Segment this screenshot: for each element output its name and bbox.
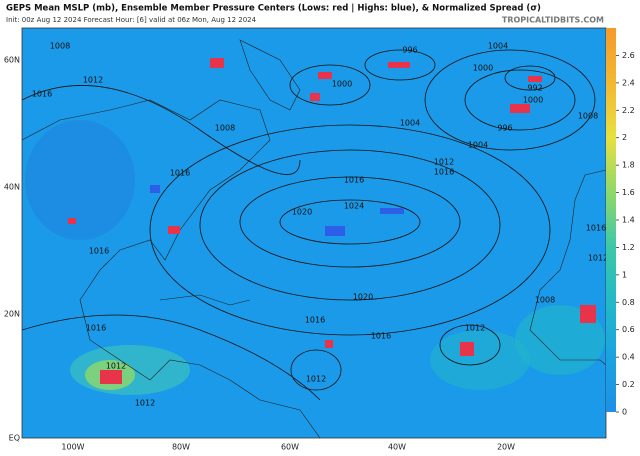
longitude-label: 80W: [172, 443, 190, 452]
isobar-label: 996: [402, 46, 417, 55]
low-centers: [68, 58, 596, 384]
labels: 1008101610121008996100010041004100099210…: [32, 42, 608, 408]
isobar-label: 1008: [535, 296, 555, 305]
isobar-label: 1016: [434, 168, 454, 177]
isobar-label: 1004: [468, 141, 488, 150]
isobar-label: 1000: [473, 64, 493, 73]
isobar-label: 992: [527, 84, 542, 93]
colorbar-tick-label: 0.4: [622, 353, 635, 362]
isobar-label: 1000: [332, 80, 352, 89]
isobar-label: 1008: [578, 112, 598, 121]
isobar-label: 1020: [353, 293, 373, 302]
isobar-label: 1012: [434, 158, 454, 167]
isobar-label: 1016: [586, 224, 606, 233]
source: TROPICALTIDBITS.COM: [502, 16, 604, 25]
isobar-label: 1016: [371, 332, 391, 341]
high-centers: [150, 185, 404, 236]
map: [22, 28, 606, 438]
isobar-label: 996: [497, 124, 512, 133]
isobar-label: 1012: [465, 324, 485, 333]
coastlines: [22, 39, 606, 438]
colorbar: [606, 28, 616, 412]
isobar-label: 1012: [106, 362, 126, 371]
isobar-label: 1000: [523, 96, 543, 105]
longitude-label: 20W: [497, 443, 515, 452]
colorbar-tick-label: 1.4: [622, 216, 635, 225]
colorbar-tick-label: 0.2: [622, 380, 635, 389]
colorbar-tick-label: 0: [622, 408, 627, 417]
colorbar-tick-label: 2.6: [622, 51, 635, 60]
isobar-label: 1016: [89, 247, 109, 256]
title: GEPS Mean MSLP (mb), Ensemble Member Pre…: [6, 4, 541, 14]
colorbar-tick-label: 0.6: [622, 325, 635, 334]
colorbar-tick-label: 2: [622, 133, 627, 142]
latitude-label: 60N: [4, 56, 20, 65]
isobar-label: 1024: [344, 202, 364, 211]
spread-patch: [430, 330, 530, 390]
isobar-label: 1016: [32, 90, 52, 99]
isobar-label: 1008: [50, 42, 70, 51]
isobar-label: 1016: [86, 324, 106, 333]
isobar-label: 1004: [400, 119, 420, 128]
latitude-label: EQ: [9, 434, 20, 443]
longitude-label: 60W: [281, 443, 299, 452]
isobars: [22, 49, 596, 401]
isobar-label: 1012: [588, 254, 608, 263]
colorbar-tick-label: 2.4: [622, 78, 635, 87]
isobar-label: 1016: [170, 169, 190, 178]
subtitle: Init: 00z Aug 12 2024 Forecast Hour: [6]…: [6, 16, 257, 24]
spread-patch: [25, 120, 135, 240]
longitude-label: 40W: [388, 443, 406, 452]
latitude-label: 40N: [4, 183, 20, 192]
colorbar-tick-label: 2.2: [622, 106, 635, 115]
colorbar-tick-label: 1: [622, 270, 627, 279]
isobar-label: 1020: [292, 208, 312, 217]
latitude-label: 20N: [4, 310, 20, 319]
colorbar-tick-label: 1.2: [622, 243, 635, 252]
isobar-label: 1012: [306, 375, 326, 384]
isobar-label: 1016: [344, 176, 364, 185]
isobar-label: 1004: [488, 42, 508, 51]
colorbar-tick-label: 0.8: [622, 298, 635, 307]
isobar-label: 1016: [305, 316, 325, 325]
isobar-label: 1012: [83, 76, 103, 85]
isobar-label: 1012: [135, 399, 155, 408]
longitude-label: 100W: [61, 443, 84, 452]
isobar-label: 1008: [215, 124, 235, 133]
colorbar-tick-label: 1.6: [622, 188, 635, 197]
colorbar-tick-label: 1.8: [622, 161, 635, 170]
